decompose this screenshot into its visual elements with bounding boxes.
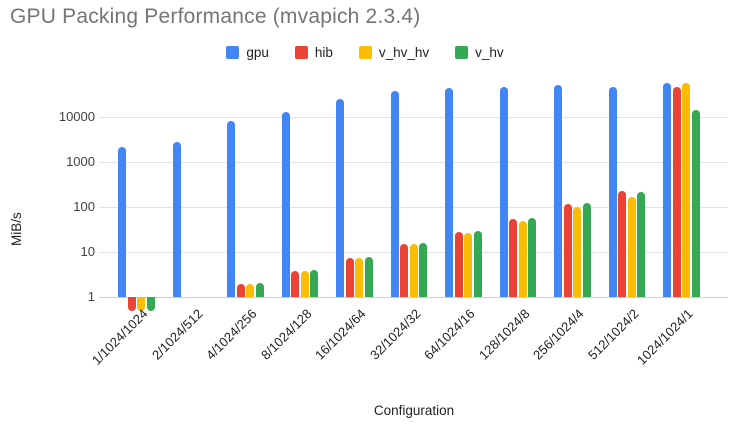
bar-gpu[interactable] [390, 91, 399, 297]
bar-gpu[interactable] [608, 86, 617, 297]
bar-hib[interactable] [291, 270, 299, 297]
axis-baseline [99, 297, 728, 298]
bar-v_hv[interactable] [146, 297, 155, 311]
bar-gpu[interactable] [445, 87, 453, 297]
bar-v_hv_hv[interactable] [464, 232, 472, 297]
x-axis-title: Configuration [373, 403, 455, 418]
legend-label: v_hv_hv [378, 44, 430, 60]
y-tick-label: 10000 [58, 109, 95, 124]
bar-gpu[interactable] [172, 141, 181, 297]
bar-v_hv_hv[interactable] [682, 82, 690, 297]
legend-swatch-v_hv [455, 45, 469, 59]
bar-v_hv[interactable] [473, 231, 482, 297]
bar-gpu[interactable] [663, 83, 671, 297]
legend-item-v_hv: v_hv [455, 45, 504, 60]
bar-v_hv[interactable] [582, 203, 591, 297]
bar-v_hv[interactable] [310, 269, 318, 297]
bar-v_hv[interactable] [528, 217, 536, 297]
bar-hib[interactable] [509, 218, 517, 297]
bar-gpu[interactable] [281, 111, 290, 297]
bar-gpu[interactable] [118, 146, 126, 297]
bar-v_hv_hv[interactable] [627, 197, 636, 297]
bar-v_hv_hv[interactable] [137, 297, 145, 311]
bar-v_hv_hv[interactable] [355, 257, 363, 297]
legend-item-hib: hib [294, 44, 333, 60]
legend-label: v_hv [475, 44, 504, 60]
bar-hib[interactable] [454, 231, 463, 297]
bar-hib[interactable] [127, 297, 136, 311]
bar-hib[interactable] [400, 244, 408, 297]
y-tick-label: 100 [73, 199, 95, 214]
bar-hib[interactable] [672, 87, 681, 297]
gridline [99, 162, 728, 163]
y-tick-label: 10 [80, 244, 95, 259]
y-tick-label: 1000 [66, 154, 95, 169]
bar-gpu[interactable] [336, 99, 344, 297]
bar-v_hv[interactable] [691, 109, 700, 297]
bar-v_hv_hv[interactable] [518, 220, 527, 297]
gridline [99, 117, 728, 118]
bar-hib[interactable] [236, 284, 245, 297]
legend-swatch-v_hv_hv [358, 45, 372, 59]
y-axis-title: MiB/s [9, 212, 24, 246]
bar-gpu[interactable] [227, 120, 235, 297]
bar-v_hv[interactable] [419, 242, 427, 297]
bar-v_hv[interactable] [637, 192, 645, 297]
legend-swatch-hib [294, 45, 308, 59]
legend-label: hib [314, 44, 333, 60]
bar-hib[interactable] [563, 204, 572, 297]
bar-v_hv[interactable] [255, 283, 264, 297]
legend-item-gpu: gpu [226, 45, 269, 60]
legend-swatch-gpu [226, 45, 240, 59]
legend-item-v_hv_hv: v_hv_hv [358, 44, 430, 60]
legend-label: gpu [246, 44, 269, 60]
bar-v_hv_hv[interactable] [409, 244, 418, 297]
y-tick-label: 1 [87, 289, 95, 304]
legend: gpu hib v_hv_hv v_hv [0, 43, 730, 61]
bar-v_hv[interactable] [364, 256, 373, 297]
gridline [99, 207, 728, 208]
bar-gpu[interactable] [499, 87, 508, 297]
chart-title: GPU Packing Performance (mvapich 2.3.4) [10, 5, 421, 28]
bar-v_hv_hv[interactable] [246, 284, 254, 297]
bar-v_hv_hv[interactable] [300, 270, 309, 297]
plot-area [99, 80, 729, 330]
bar-v_hv_hv[interactable] [573, 207, 581, 297]
bar-gpu[interactable] [554, 84, 562, 297]
bar-hib[interactable] [618, 190, 626, 297]
bar-hib[interactable] [345, 257, 354, 297]
